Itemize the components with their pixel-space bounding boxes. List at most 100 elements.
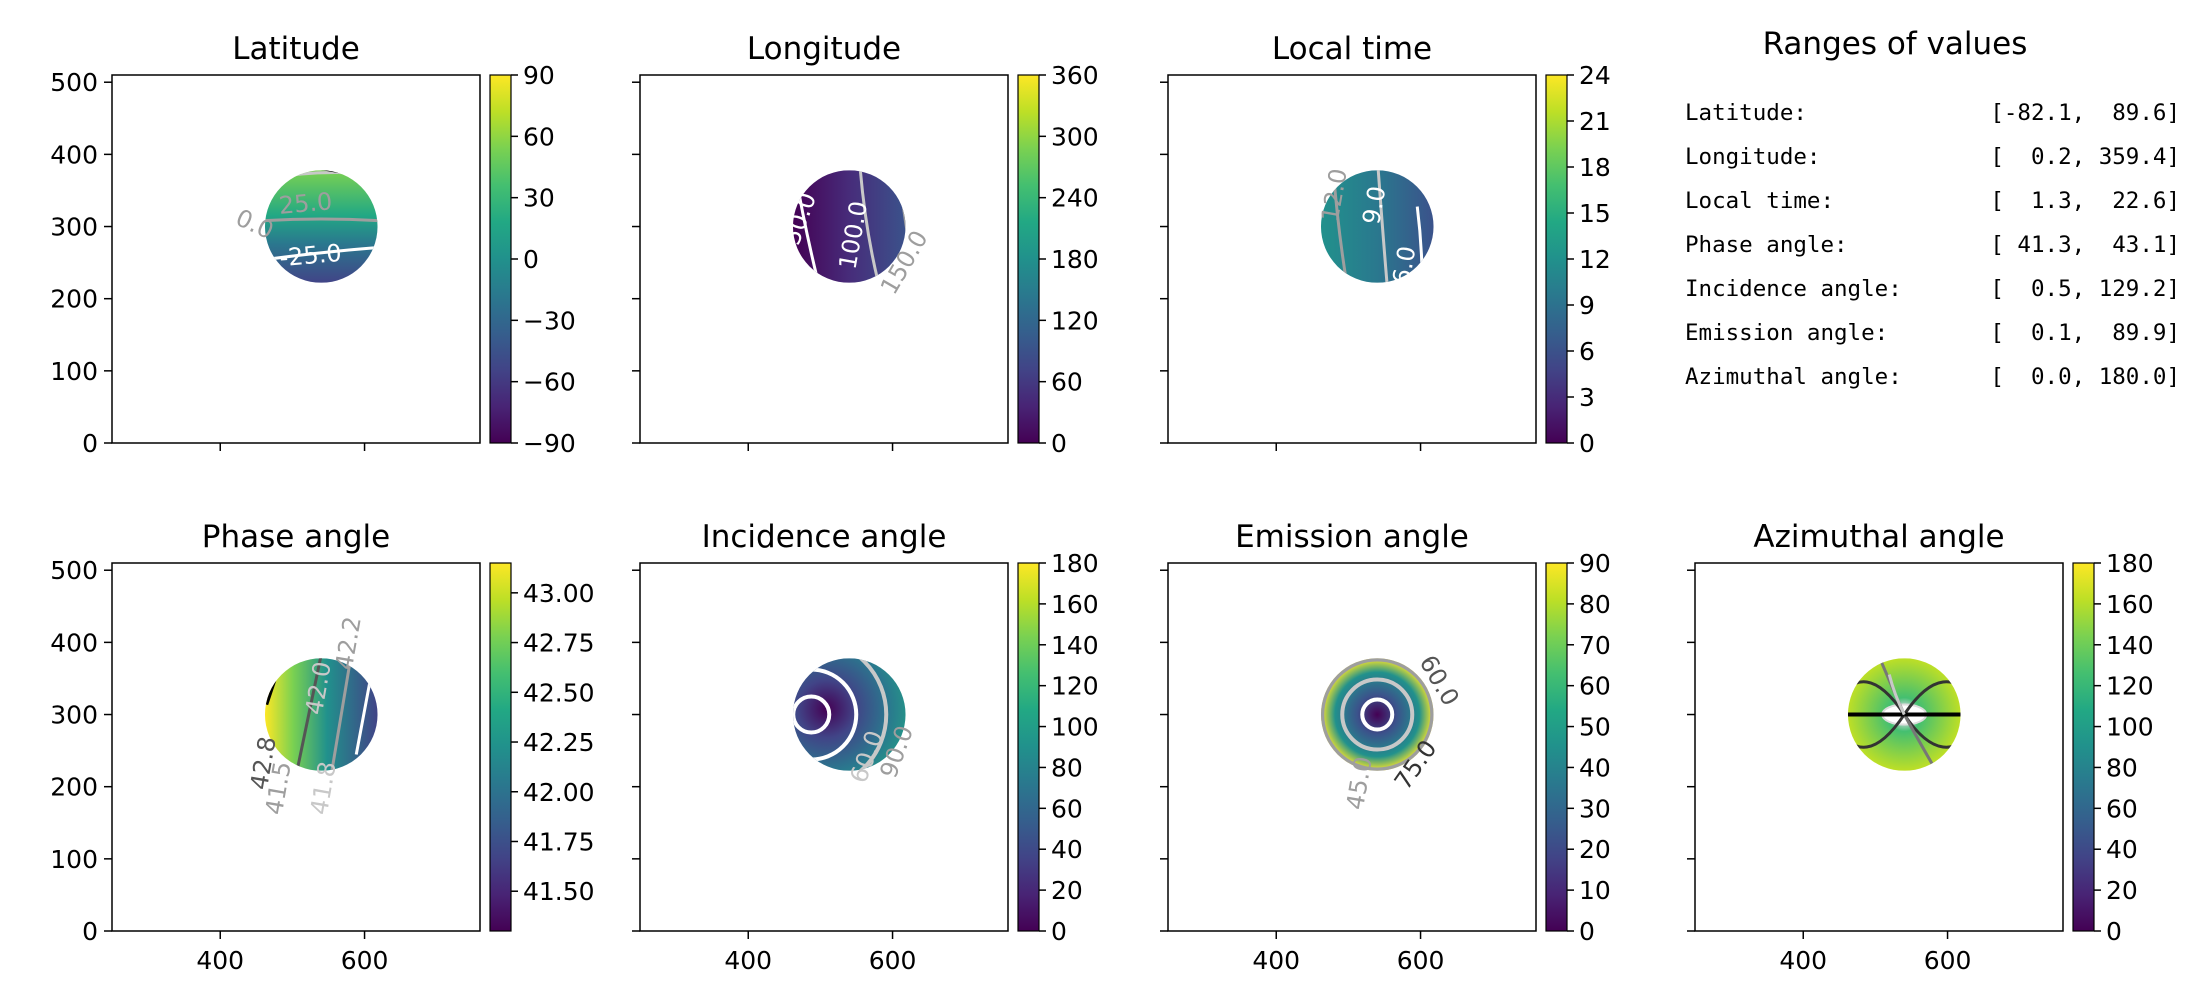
colorbar-tick-label: 0 [1579,429,1595,458]
colorbar-tick-label: 60 [523,122,555,151]
colorbar-tick-label: 240 [1051,184,1099,213]
ranges-title: Ranges of values [1762,26,2028,62]
colorbar-tick-label: 20 [2106,876,2138,905]
colorbar-tick-label: 18 [1579,153,1611,182]
x-tick-label: 400 [1779,946,1827,975]
colorbar-tick-label: 160 [2106,590,2154,619]
colorbar [2072,562,2095,932]
panel-title: Latitude [232,31,360,67]
colorbar-tick-label: 43.00 [523,579,595,608]
x-tick-label: 600 [869,946,917,975]
contour-line [857,170,881,283]
panel-title: Azimuthal angle [1753,519,2004,555]
contour-line [264,217,378,224]
y-tick-label: 400 [50,140,98,169]
disc-image [1847,658,1961,771]
panel-title: Phase angle [202,519,390,555]
colorbar-tick-label: 60 [1051,794,1083,823]
contour-label: -25.0 [278,239,342,272]
disc-image [264,658,378,771]
colorbar [1017,74,1040,444]
x-tick-label: 400 [724,946,772,975]
panel-title: Longitude [747,31,901,67]
range-row-incidence-angle: Incidence angle: [ 0.5, 129.2] [1685,276,2185,320]
x-tick-label: 600 [341,946,389,975]
range-label: Incidence angle: [1685,276,1902,302]
range-value: [-82.1, 89.6] [1990,100,2180,126]
colorbar-tick-label: −30 [523,306,576,335]
colorbar-tick-label: 50 [1579,713,1611,742]
contour-line [792,694,832,735]
colorbar-tick-label: 10 [1579,876,1611,905]
contour-label: 6.0 [1387,244,1421,286]
colorbar [489,74,512,444]
colorbar-tick-label: 0 [1579,917,1595,946]
colorbar-tick-label: 300 [1051,122,1099,151]
colorbar-tick-label: 80 [1579,590,1611,619]
contour-label: 25.0 [278,187,334,220]
colorbar-tick-label: 120 [2106,672,2154,701]
colorbar-tick-label: 100 [2106,713,2154,742]
colorbar-tick-label: 42.75 [523,629,595,658]
colorbar-tick-label: 80 [1051,753,1083,782]
x-tick-label: 600 [1924,946,1972,975]
panel-title: Emission angle [1235,519,1469,555]
colorbar-tick-label: 0 [1051,429,1067,458]
range-value: [ 0.0, 180.0] [1990,364,2180,390]
colorbar-tick-label: 12 [1579,245,1611,274]
panel-title: Local time [1272,31,1432,67]
colorbar-tick-label: 140 [1051,631,1099,660]
range-label: Emission angle: [1685,320,1889,346]
colorbar-tick-label: 70 [1579,631,1611,660]
range-value: [ 41.3, 43.1] [1990,232,2180,258]
colorbar-tick-label: 20 [1051,876,1083,905]
y-tick-label: 100 [50,845,98,874]
y-tick-label: 400 [50,628,98,657]
range-label: Latitude: [1685,100,1807,126]
colorbar-tick-label: 160 [1051,590,1099,619]
colorbar-tick-label: 120 [1051,672,1099,701]
colorbar-tick-label: 180 [1051,549,1099,578]
colorbar-tick-label: 90 [523,61,555,90]
y-tick-label: 100 [50,357,98,386]
colorbar [489,562,512,932]
contour-line [1902,713,1946,771]
range-value: [ 0.5, 129.2] [1990,276,2180,302]
colorbar-tick-label: 40 [2106,835,2138,864]
colorbar-tick-label: 30 [1579,794,1611,823]
range-label: Longitude: [1685,144,1821,170]
range-row-longitude: Longitude: [ 0.2, 359.4] [1685,144,2185,188]
colorbar-tick-label: 60 [2106,794,2138,823]
y-tick-label: 200 [50,773,98,802]
colorbar-tick-label: 15 [1579,199,1611,228]
x-tick-label: 600 [1397,946,1445,975]
range-label: Phase angle: [1685,232,1848,258]
y-tick-label: 0 [82,429,98,458]
x-tick-label: 400 [196,946,244,975]
contour-line [1375,170,1389,283]
colorbar-tick-label: −90 [523,429,576,458]
panel-title: Incidence angle [702,519,947,555]
y-tick-label: 300 [50,701,98,730]
colorbar-tick-label: 90 [1579,549,1611,578]
y-tick-label: 500 [50,68,98,97]
colorbar [1545,74,1568,444]
contour-line [1903,713,1961,749]
contour-line [1847,713,1906,749]
contour-line [1340,677,1415,752]
colorbar-tick-label: 41.75 [523,827,595,856]
colorbar-tick-label: 140 [2106,631,2154,660]
colorbar-tick-label: 42.25 [523,728,595,757]
contour-line [1847,680,1906,716]
disc-image [1320,658,1434,771]
contour-line [1887,674,1906,716]
colorbar-tick-label: 24 [1579,61,1611,90]
ranges-table: Latitude: [-82.1, 89.6] Longitude: [ 0.2, … [1685,100,2185,408]
colorbar-tick-label: 0 [2106,917,2122,946]
colorbar-tick-label: 41.50 [523,877,595,906]
colorbar-tick-label: 180 [2106,549,2154,578]
range-label: Local time: [1685,188,1835,214]
